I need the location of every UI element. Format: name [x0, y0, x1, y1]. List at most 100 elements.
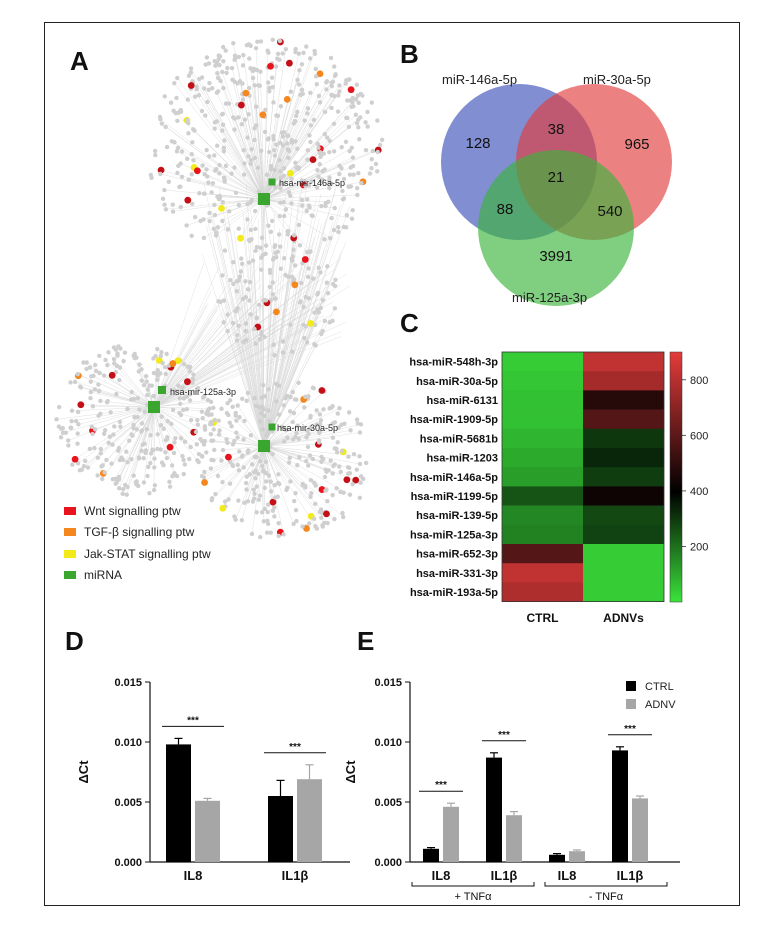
network-node	[98, 411, 103, 416]
network-node	[313, 501, 318, 506]
network-node	[105, 362, 110, 368]
mirna-hub	[258, 440, 270, 452]
network-node	[254, 510, 259, 515]
hub-label-125a: hsa-mir-125a-3p	[170, 387, 236, 397]
network-node	[191, 372, 196, 377]
network-node	[186, 131, 191, 136]
network-node	[307, 453, 313, 458]
network-node	[204, 450, 209, 455]
network-node	[192, 214, 198, 220]
network-node	[275, 480, 281, 486]
heatmap-cell	[583, 486, 664, 506]
network-node	[149, 175, 154, 181]
network-node	[253, 248, 258, 253]
network-node	[377, 142, 383, 148]
bar	[632, 798, 648, 862]
network-node	[314, 81, 320, 87]
network-node	[321, 407, 326, 412]
network-edge	[263, 445, 356, 481]
network-node	[244, 474, 249, 479]
network-node	[225, 328, 230, 334]
network-node	[291, 521, 296, 527]
network-node	[117, 377, 122, 383]
network-node	[358, 115, 363, 120]
network-node	[227, 398, 233, 403]
network-node	[90, 403, 96, 409]
network-node	[202, 438, 208, 444]
network-node	[196, 93, 202, 98]
network-edge	[153, 309, 235, 408]
heatmap-cell	[583, 467, 664, 487]
network-node	[286, 228, 291, 234]
network-node	[217, 171, 222, 176]
network-node	[295, 462, 300, 468]
network-edge	[263, 181, 363, 200]
network-node	[54, 417, 59, 422]
network-node	[291, 233, 297, 238]
network-node	[246, 154, 251, 159]
network-node	[213, 491, 218, 497]
heatmap-row-labels: hsa-miR-548h-3p hsa-miR-30a-5p hsa-miR-613…	[409, 357, 498, 599]
y-tick-label: 0.000	[114, 857, 142, 869]
x-category-label: IL8	[558, 868, 577, 883]
network-node	[353, 112, 359, 117]
network-edge	[160, 173, 265, 200]
network-node	[212, 120, 217, 125]
network-node	[261, 298, 266, 303]
heatmap-cells	[501, 351, 665, 603]
network-node	[173, 436, 178, 441]
network-edge	[263, 437, 333, 447]
network-node	[343, 139, 349, 145]
network-node	[164, 351, 169, 357]
network-node	[336, 229, 341, 235]
network-edge	[263, 106, 282, 200]
network-node	[350, 100, 355, 105]
network-node	[162, 94, 167, 99]
network-node	[202, 469, 207, 475]
network-node	[240, 396, 245, 402]
network-node	[97, 370, 102, 376]
network-node	[128, 397, 134, 402]
network-node	[75, 461, 81, 466]
network-node	[349, 216, 355, 221]
network-node	[296, 51, 302, 56]
network-node	[153, 152, 158, 158]
network-node	[209, 438, 214, 443]
network-node	[95, 455, 101, 460]
network-edge	[161, 123, 265, 200]
network-node	[307, 205, 312, 210]
network-node	[159, 414, 164, 419]
network-node	[98, 451, 103, 456]
network-node	[280, 134, 285, 139]
network-node	[289, 201, 294, 206]
network-node	[187, 364, 193, 370]
legend-label-tgf: TGF-β signalling ptw	[84, 525, 195, 539]
network-node	[365, 109, 370, 115]
network-node	[88, 395, 93, 401]
network-node	[75, 431, 80, 436]
pathway-node	[166, 443, 174, 451]
network-node	[249, 531, 255, 537]
network-edge	[222, 445, 265, 451]
network-node	[295, 423, 300, 428]
network-node	[117, 365, 123, 370]
network-node	[332, 205, 337, 211]
y-tick-label: 0.010	[374, 737, 402, 749]
network-node	[175, 170, 180, 176]
network-node	[222, 248, 228, 253]
network-node	[77, 468, 83, 473]
network-node	[87, 446, 93, 452]
network-edge	[263, 407, 340, 447]
network-node	[322, 318, 328, 324]
network-node	[102, 470, 107, 475]
network-edge	[108, 352, 155, 408]
network-node	[273, 185, 278, 190]
venn-set-label-146a: miR-146a-5p	[442, 72, 517, 87]
network-node	[254, 484, 259, 489]
network-node	[163, 450, 168, 455]
network-node	[347, 492, 353, 497]
network-node	[160, 196, 166, 201]
network-node	[201, 235, 207, 241]
network-node	[211, 226, 216, 232]
venn-count-125a-only: 3991	[539, 248, 572, 265]
